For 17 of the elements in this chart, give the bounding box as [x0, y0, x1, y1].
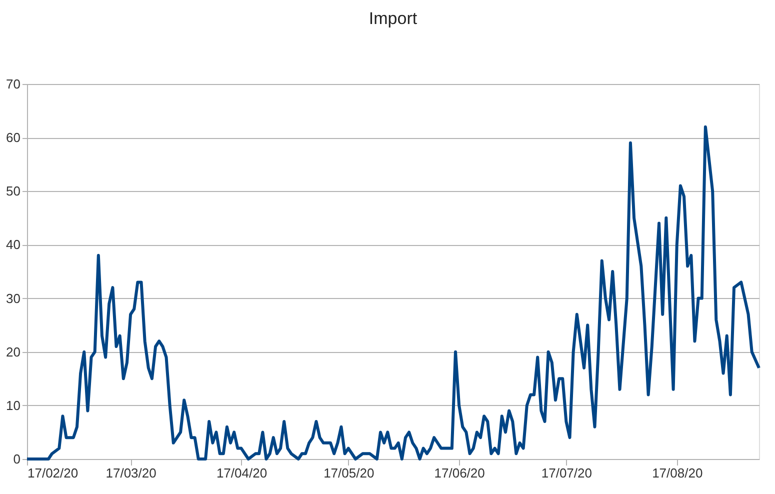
x-tick-label: 17/04/20 [216, 466, 268, 480]
y-tick-label: 10 [6, 398, 20, 413]
x-tick-label: 17/03/20 [106, 466, 156, 480]
line-series [26, 125, 760, 460]
chart-title: Import [368, 9, 418, 28]
y-tick-label: 60 [6, 130, 20, 146]
y-tick-label: 70 [6, 76, 20, 92]
y-tick-label: 0 [13, 452, 20, 466]
x-tick-label: 17/06/20 [434, 466, 485, 480]
x-tick-label: 17/08/20 [652, 466, 703, 480]
y-tick-label: 40 [6, 237, 20, 252]
y-tick-label: 50 [6, 184, 20, 199]
y-tick-label: 20 [6, 344, 20, 360]
x-tick-label: 17/05/20 [324, 466, 374, 480]
x-tick-label: 17/02/20 [28, 466, 78, 480]
x-tick-label: 17/07/20 [541, 466, 592, 480]
y-tick-label: 30 [6, 290, 20, 306]
